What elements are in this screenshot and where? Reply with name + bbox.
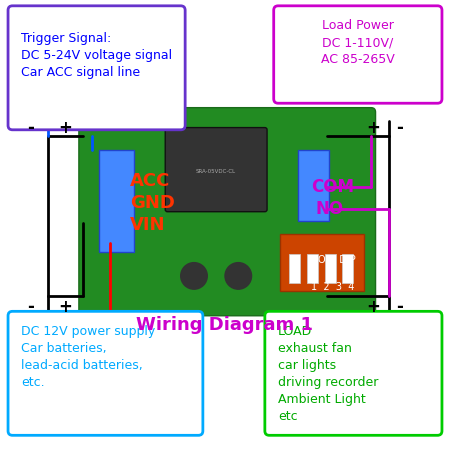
Circle shape — [181, 263, 207, 289]
Text: +: + — [366, 119, 380, 137]
FancyBboxPatch shape — [79, 108, 376, 316]
Bar — [307, 254, 318, 283]
Bar — [342, 254, 353, 283]
Text: ON  DIP: ON DIP — [318, 256, 356, 266]
FancyBboxPatch shape — [265, 311, 442, 435]
FancyBboxPatch shape — [298, 150, 329, 220]
Text: GND: GND — [130, 194, 175, 212]
FancyBboxPatch shape — [8, 311, 203, 435]
Text: COM: COM — [311, 178, 354, 196]
Text: -: - — [27, 119, 34, 137]
FancyBboxPatch shape — [274, 6, 442, 103]
Bar — [324, 254, 336, 283]
Text: LOAD
exhaust fan
car lights
driving recorder
Ambient Light
etc: LOAD exhaust fan car lights driving reco… — [278, 324, 378, 423]
Text: Load Power
DC 1-110V/
AC 85-265V: Load Power DC 1-110V/ AC 85-265V — [321, 19, 395, 66]
FancyBboxPatch shape — [99, 150, 134, 252]
Text: DC 12V power supply
Car batteries,
lead-acid batteries,
etc.: DC 12V power supply Car batteries, lead-… — [21, 324, 156, 389]
FancyBboxPatch shape — [8, 6, 185, 130]
Text: -: - — [27, 298, 34, 316]
Text: NO: NO — [316, 201, 344, 219]
Text: 1  2  3  4: 1 2 3 4 — [311, 282, 355, 292]
Bar — [289, 254, 300, 283]
Text: -: - — [396, 119, 403, 137]
Text: SRA-05VDC-CL: SRA-05VDC-CL — [196, 169, 236, 174]
Text: Wiring Diagram 1: Wiring Diagram 1 — [136, 315, 314, 333]
Text: Trigger Signal:
DC 5-24V voltage signal
Car ACC signal line: Trigger Signal: DC 5-24V voltage signal … — [21, 32, 172, 79]
Circle shape — [225, 263, 252, 289]
Text: VIN: VIN — [130, 216, 165, 234]
Text: ACC: ACC — [130, 172, 170, 190]
Text: +: + — [366, 298, 380, 316]
FancyBboxPatch shape — [165, 128, 267, 212]
FancyBboxPatch shape — [280, 234, 365, 292]
Text: +: + — [58, 119, 72, 137]
Text: -: - — [396, 298, 403, 316]
Text: +: + — [58, 298, 72, 316]
